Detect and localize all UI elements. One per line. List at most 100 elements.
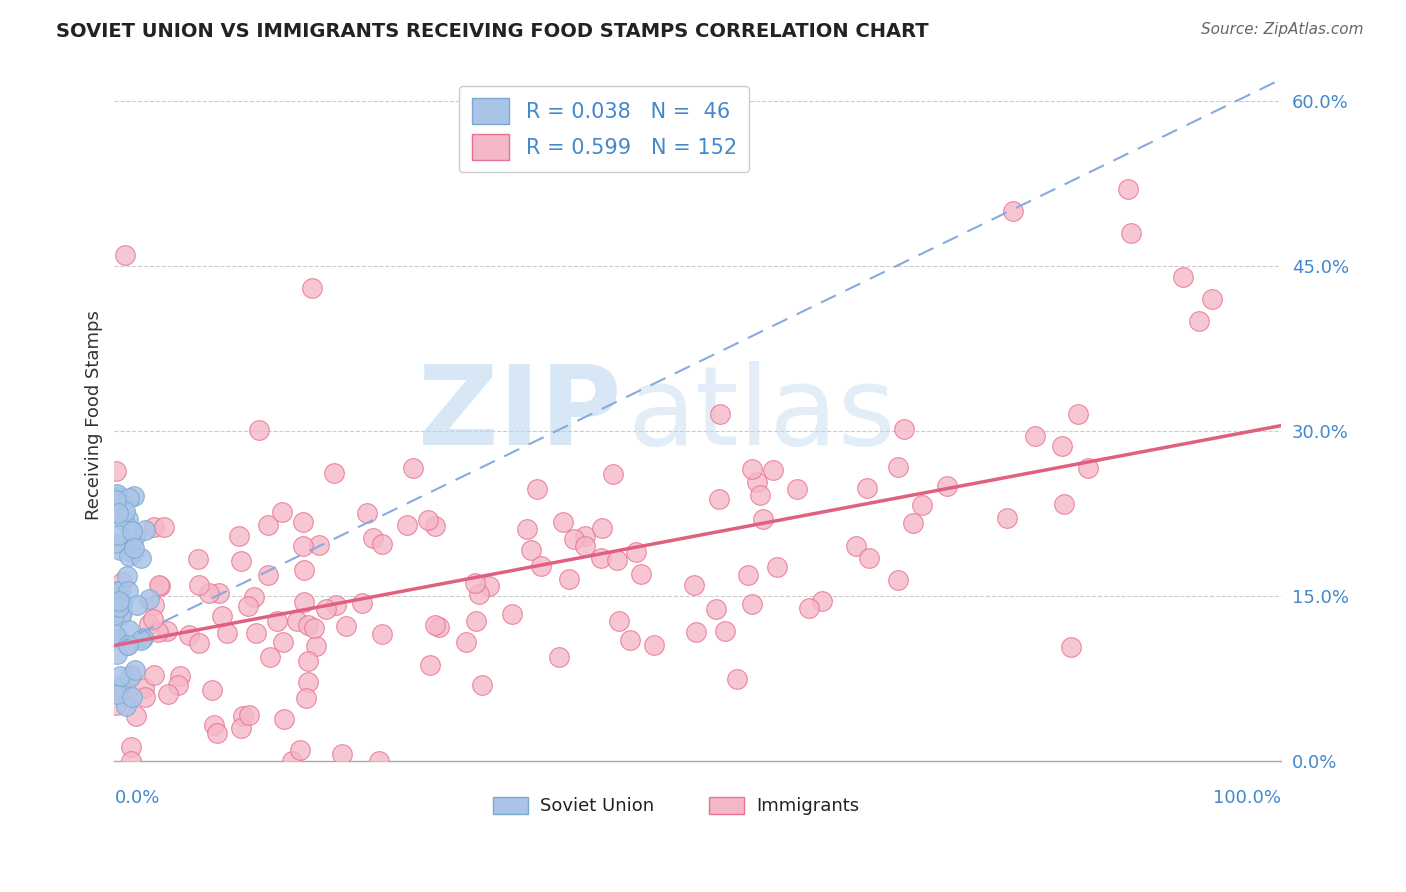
- Point: [110, 583, 132, 598]
- Text: Source: ZipAtlas.com: Source: ZipAtlas.com: [1201, 22, 1364, 37]
- Point: [124, 489, 146, 503]
- Point: [122, 546, 145, 560]
- Text: 100.0%: 100.0%: [1212, 789, 1281, 806]
- Point: [291, 515, 314, 529]
- Point: [292, 595, 315, 609]
- Point: [297, 654, 319, 668]
- Point: [105, 464, 128, 478]
- Point: [105, 648, 128, 662]
- Point: [211, 609, 233, 624]
- Point: [167, 678, 190, 692]
- Point: [103, 627, 125, 641]
- Point: [259, 649, 281, 664]
- Point: [148, 578, 170, 592]
- Point: [752, 511, 775, 525]
- Point: [901, 516, 924, 530]
- Point: [315, 601, 337, 615]
- Point: [478, 579, 501, 593]
- Point: [558, 572, 581, 586]
- Point: [105, 687, 128, 701]
- Point: [682, 578, 704, 592]
- Point: [243, 591, 266, 605]
- Point: [607, 614, 630, 628]
- Point: [856, 482, 879, 496]
- Point: [1024, 429, 1046, 443]
- Point: [797, 601, 820, 615]
- Point: [231, 553, 253, 567]
- Point: [294, 563, 316, 577]
- Point: [271, 505, 294, 519]
- Point: [138, 592, 160, 607]
- Point: [118, 670, 141, 684]
- Point: [1201, 293, 1223, 307]
- Point: [153, 519, 176, 533]
- Point: [749, 488, 772, 502]
- Point: [361, 532, 384, 546]
- Point: [304, 621, 326, 635]
- Point: [1116, 182, 1139, 196]
- Text: ZIP: ZIP: [419, 361, 621, 468]
- Point: [285, 614, 308, 628]
- Point: [121, 524, 143, 538]
- Point: [117, 638, 139, 652]
- Point: [111, 687, 134, 701]
- Point: [368, 754, 391, 768]
- Point: [142, 612, 165, 626]
- Point: [786, 482, 808, 496]
- Point: [465, 614, 488, 628]
- Point: [115, 698, 138, 713]
- Point: [228, 528, 250, 542]
- Point: [1002, 204, 1025, 219]
- Text: Immigrants: Immigrants: [756, 797, 859, 815]
- Point: [356, 507, 378, 521]
- Point: [714, 624, 737, 638]
- Point: [395, 517, 418, 532]
- Text: Soviet Union: Soviet Union: [540, 797, 654, 815]
- Point: [352, 596, 374, 610]
- Point: [454, 635, 477, 649]
- Point: [257, 568, 280, 582]
- Text: atlas: atlas: [627, 361, 896, 468]
- Point: [104, 492, 127, 507]
- FancyBboxPatch shape: [709, 797, 744, 814]
- Point: [118, 491, 141, 506]
- Point: [110, 543, 132, 558]
- Point: [619, 632, 641, 647]
- Point: [157, 687, 180, 701]
- Point: [120, 667, 142, 681]
- Point: [1060, 640, 1083, 655]
- Point: [520, 543, 543, 558]
- Point: [103, 607, 125, 622]
- Point: [273, 634, 295, 648]
- Point: [685, 625, 707, 640]
- Point: [146, 625, 169, 640]
- Point: [108, 594, 131, 608]
- Point: [107, 631, 129, 645]
- Point: [156, 624, 179, 638]
- Point: [844, 539, 866, 553]
- Point: [134, 681, 156, 695]
- Point: [887, 573, 910, 587]
- Point: [247, 423, 270, 437]
- Legend: R = 0.038   N =  46, R = 0.599   N = 152: R = 0.038 N = 46, R = 0.599 N = 152: [458, 86, 749, 172]
- Text: 0.0%: 0.0%: [114, 789, 160, 806]
- Point: [134, 690, 156, 704]
- Point: [325, 598, 347, 612]
- Point: [308, 539, 330, 553]
- Point: [215, 626, 238, 640]
- Point: [295, 691, 318, 706]
- Point: [893, 422, 915, 436]
- Point: [371, 627, 394, 641]
- Point: [111, 575, 134, 590]
- Point: [747, 475, 769, 490]
- Point: [232, 709, 254, 723]
- Point: [122, 541, 145, 556]
- Point: [704, 601, 727, 615]
- Point: [138, 616, 160, 631]
- Point: [765, 560, 787, 574]
- Point: [304, 640, 326, 654]
- Point: [202, 718, 225, 732]
- Point: [301, 281, 323, 295]
- Point: [737, 567, 759, 582]
- Point: [117, 584, 139, 599]
